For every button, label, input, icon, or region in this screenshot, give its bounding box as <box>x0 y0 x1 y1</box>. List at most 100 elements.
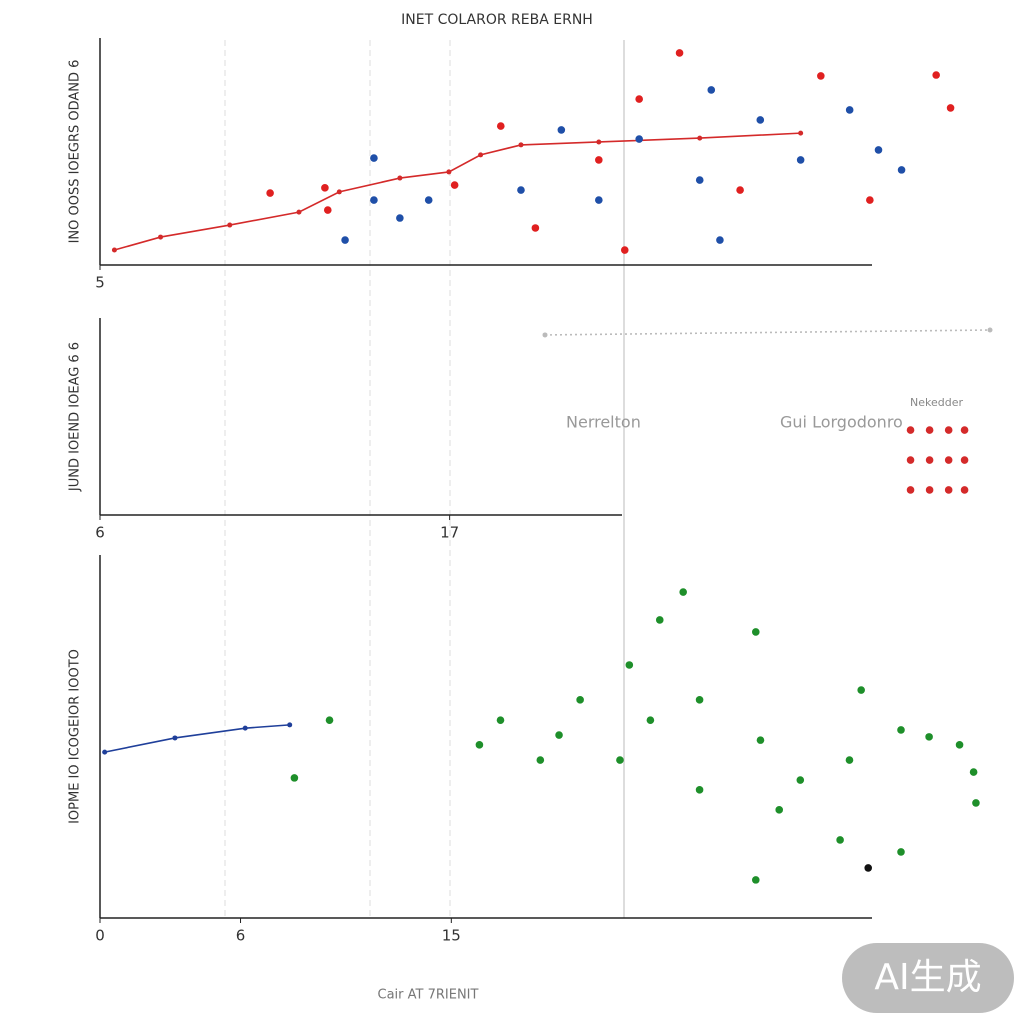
line-point <box>227 222 233 228</box>
y-axis-label: INO OOSS IOEGRS ODAND 6 <box>68 60 83 244</box>
dot <box>595 196 603 204</box>
dot <box>576 696 584 704</box>
dot <box>635 95 643 103</box>
line-point <box>697 135 703 141</box>
dot <box>925 733 933 741</box>
line-point <box>596 139 602 145</box>
x-axis-label: Cair AT 7RIENIT <box>378 988 479 1003</box>
dot <box>496 122 505 130</box>
dot <box>531 224 540 232</box>
x-tick-label: 6 <box>95 524 105 542</box>
line-point <box>446 169 452 175</box>
dot <box>616 756 624 764</box>
dot <box>955 741 964 749</box>
dot <box>736 186 744 194</box>
dot <box>925 456 934 464</box>
dot <box>932 71 940 79</box>
chart-title: INET COLAROR REBA ERNH <box>401 12 593 28</box>
line-point <box>397 175 403 181</box>
dot <box>897 848 905 856</box>
watermark-badge <box>842 943 1014 1013</box>
dot <box>864 864 873 872</box>
line-point <box>296 209 302 215</box>
x-tick-label: 15 <box>442 927 461 945</box>
dot <box>906 486 915 494</box>
dot <box>679 588 687 596</box>
dot <box>695 176 704 184</box>
dot <box>897 726 905 734</box>
line-point <box>518 142 524 148</box>
dot <box>897 166 906 174</box>
dot <box>906 426 915 434</box>
annotation: Nekedder <box>910 396 963 409</box>
dot <box>625 661 634 669</box>
dot <box>595 156 603 164</box>
dot <box>969 768 978 776</box>
dot <box>906 456 915 464</box>
dot <box>944 486 953 494</box>
dot <box>675 49 684 57</box>
dot <box>845 106 854 114</box>
dot <box>370 154 378 162</box>
dot <box>874 146 883 154</box>
dot <box>290 774 299 782</box>
annotation: Gui Lorgodonro <box>780 413 903 432</box>
dot <box>960 426 969 434</box>
dot <box>925 426 934 434</box>
y-axis-label: JUND IOEND IOEAG 6 6 <box>68 342 83 492</box>
dot <box>655 616 664 624</box>
dot <box>536 756 545 764</box>
dot <box>370 196 378 204</box>
line-point <box>242 725 248 731</box>
y-axis-label: IOPME IO ICOGEIOR IOOTO <box>68 649 83 824</box>
dot <box>635 135 643 143</box>
dot <box>960 486 969 494</box>
dot <box>620 246 629 254</box>
dot <box>325 716 334 724</box>
dot <box>751 628 760 636</box>
line-point <box>111 247 117 253</box>
dot <box>925 486 934 494</box>
dot <box>866 196 874 204</box>
dot <box>707 86 716 94</box>
dot <box>424 196 433 204</box>
dot <box>557 126 566 134</box>
background-grid <box>224 40 625 918</box>
x-tick-label: 0 <box>95 927 105 945</box>
x-tick-label: 17 <box>440 524 459 542</box>
line-point <box>987 327 993 333</box>
line-point <box>478 152 484 158</box>
dot <box>845 756 854 764</box>
dot <box>450 181 459 189</box>
line-series <box>114 132 801 251</box>
dot <box>475 741 484 749</box>
dot <box>756 736 765 744</box>
dot <box>817 72 825 80</box>
dot <box>646 716 655 724</box>
dot <box>857 686 865 694</box>
dot <box>751 876 760 884</box>
watermark: AI生成 <box>874 957 981 998</box>
dot <box>695 696 704 704</box>
dot <box>944 426 953 434</box>
dot <box>496 716 505 724</box>
dot <box>944 456 953 464</box>
dot <box>960 456 969 464</box>
annotation: Nerrelton <box>566 413 641 432</box>
dot <box>517 186 525 194</box>
dot <box>396 214 404 222</box>
line-point <box>542 332 548 338</box>
dot <box>796 776 805 784</box>
dot <box>972 799 980 807</box>
dot <box>321 184 329 192</box>
line-point <box>102 749 108 755</box>
line-series <box>544 329 991 336</box>
dot <box>775 806 784 814</box>
x-tick-label: 5 <box>95 274 105 292</box>
dot <box>836 836 844 844</box>
x-tick-label: 6 <box>236 927 246 945</box>
dot <box>555 731 563 739</box>
line-series <box>104 724 290 753</box>
dot <box>341 236 349 244</box>
